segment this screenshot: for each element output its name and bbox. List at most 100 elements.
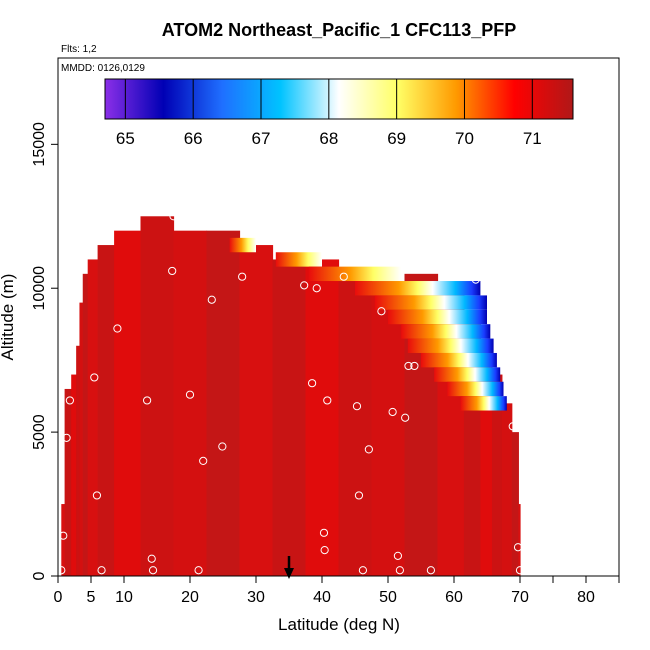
profile-column (518, 504, 521, 576)
gradient-band (447, 381, 504, 397)
sample-point (62, 433, 71, 442)
latitude-arrow (284, 556, 294, 579)
x-tick-label: 20 (181, 589, 199, 606)
profile-column (61, 504, 66, 576)
profile-column (371, 288, 406, 576)
x-tick-label: 70 (511, 589, 529, 606)
plot-frame (57, 57, 620, 577)
gradient-band (434, 367, 501, 382)
sample-point (404, 361, 413, 371)
sample-point (148, 566, 158, 575)
colorbar-ticks: 65 66 67 68 69 70 71 (116, 79, 542, 148)
profile-column (140, 216, 175, 576)
y-tick-label: 5000 (31, 414, 48, 450)
profile-column (76, 345, 81, 576)
sample-point (72, 275, 81, 284)
colorbar-tick-label: 70 (455, 129, 474, 148)
sample-point (471, 275, 480, 284)
profile-column (206, 230, 241, 576)
flights-note: Flts: 1,2 (61, 44, 97, 55)
date-note: MMDD: 0126,0129 (61, 63, 145, 74)
sample-point (426, 566, 435, 575)
gradient-band (421, 352, 497, 368)
x-tick-label: 60 (445, 589, 463, 606)
sample-point (300, 281, 309, 290)
x-tick-label: 40 (313, 589, 331, 606)
y-tick-label: 10000 (31, 266, 48, 311)
chart-title: ATOM2 Northeast_Pacific_1 CFC113_PFP (162, 20, 516, 40)
plot-area (58, 212, 525, 576)
x-tick-label: 5 (87, 589, 96, 606)
gradient-band (308, 266, 402, 282)
x-tick-label: 30 (247, 589, 265, 606)
profile-column (71, 374, 77, 576)
sample-point (339, 272, 348, 281)
sample-point (59, 531, 68, 540)
colorbar-tick-label: 68 (319, 129, 338, 148)
colorbar-tick-label: 66 (184, 129, 203, 148)
colorbar: 65 66 67 68 69 70 71 (104, 78, 574, 148)
colorbar-tick-label: 65 (116, 129, 135, 148)
sample-point (78, 246, 88, 255)
sample-point (364, 445, 373, 454)
x-axis-label: Latitude (deg N) (278, 615, 400, 634)
sample-point (320, 546, 329, 555)
sample-point (90, 373, 99, 382)
colorbar-gradient (104, 78, 574, 120)
sample-point (358, 566, 368, 575)
colorbar-tick-label: 69 (387, 129, 406, 148)
y-axis-label: Altitude (m) (0, 274, 17, 361)
gradient-band (388, 309, 487, 325)
sample-point (88, 246, 97, 255)
gradient-band (275, 252, 322, 267)
profile-column (173, 230, 208, 576)
sample-point (92, 491, 102, 500)
sample-point (352, 402, 362, 411)
sample-point (97, 566, 106, 575)
x-tick-label: 10 (115, 589, 133, 606)
x-tick-label: 0 (54, 589, 63, 606)
x-tick-label: 80 (577, 589, 595, 606)
colorbar-tick-label: 67 (252, 129, 271, 148)
sample-point (508, 422, 517, 431)
gradient-zone (229, 237, 507, 411)
gradient-band (229, 237, 256, 253)
profile-column (511, 432, 519, 576)
sample-point (65, 396, 74, 405)
profile-column (272, 259, 307, 576)
profile-column (82, 273, 89, 576)
sample-point (113, 324, 122, 333)
x-tick-label: 50 (379, 589, 397, 606)
profile-column (305, 259, 340, 576)
profile-column (97, 245, 115, 576)
gradient-band (460, 396, 507, 411)
colorbar-tick-label: 71 (523, 129, 542, 148)
sample-point (323, 396, 332, 405)
sample-point (401, 413, 410, 422)
sample-point (128, 220, 137, 230)
sample-point (169, 212, 178, 221)
sample-point (513, 543, 523, 552)
sample-point (377, 307, 386, 316)
sample-point (393, 551, 402, 560)
gradient-band (374, 295, 487, 310)
sample-point (388, 407, 397, 417)
sample-point (185, 390, 195, 399)
sample-point (168, 266, 177, 276)
gradient-band (401, 324, 491, 339)
sample-point (207, 295, 216, 304)
y-tick-label: 0 (31, 571, 48, 580)
sample-point (199, 456, 208, 465)
sample-point (515, 566, 525, 575)
profile-column (79, 302, 84, 576)
sample-point (58, 566, 66, 575)
gradient-band (355, 281, 481, 296)
gradient-band (407, 338, 494, 353)
sample-point (312, 284, 321, 293)
profile-column (491, 374, 503, 576)
profile-column (239, 245, 274, 576)
profile-column (114, 230, 142, 576)
sample-point (308, 379, 317, 388)
sample-point (238, 272, 247, 281)
y-axis: 0 5000 10000 15000 (31, 122, 58, 580)
